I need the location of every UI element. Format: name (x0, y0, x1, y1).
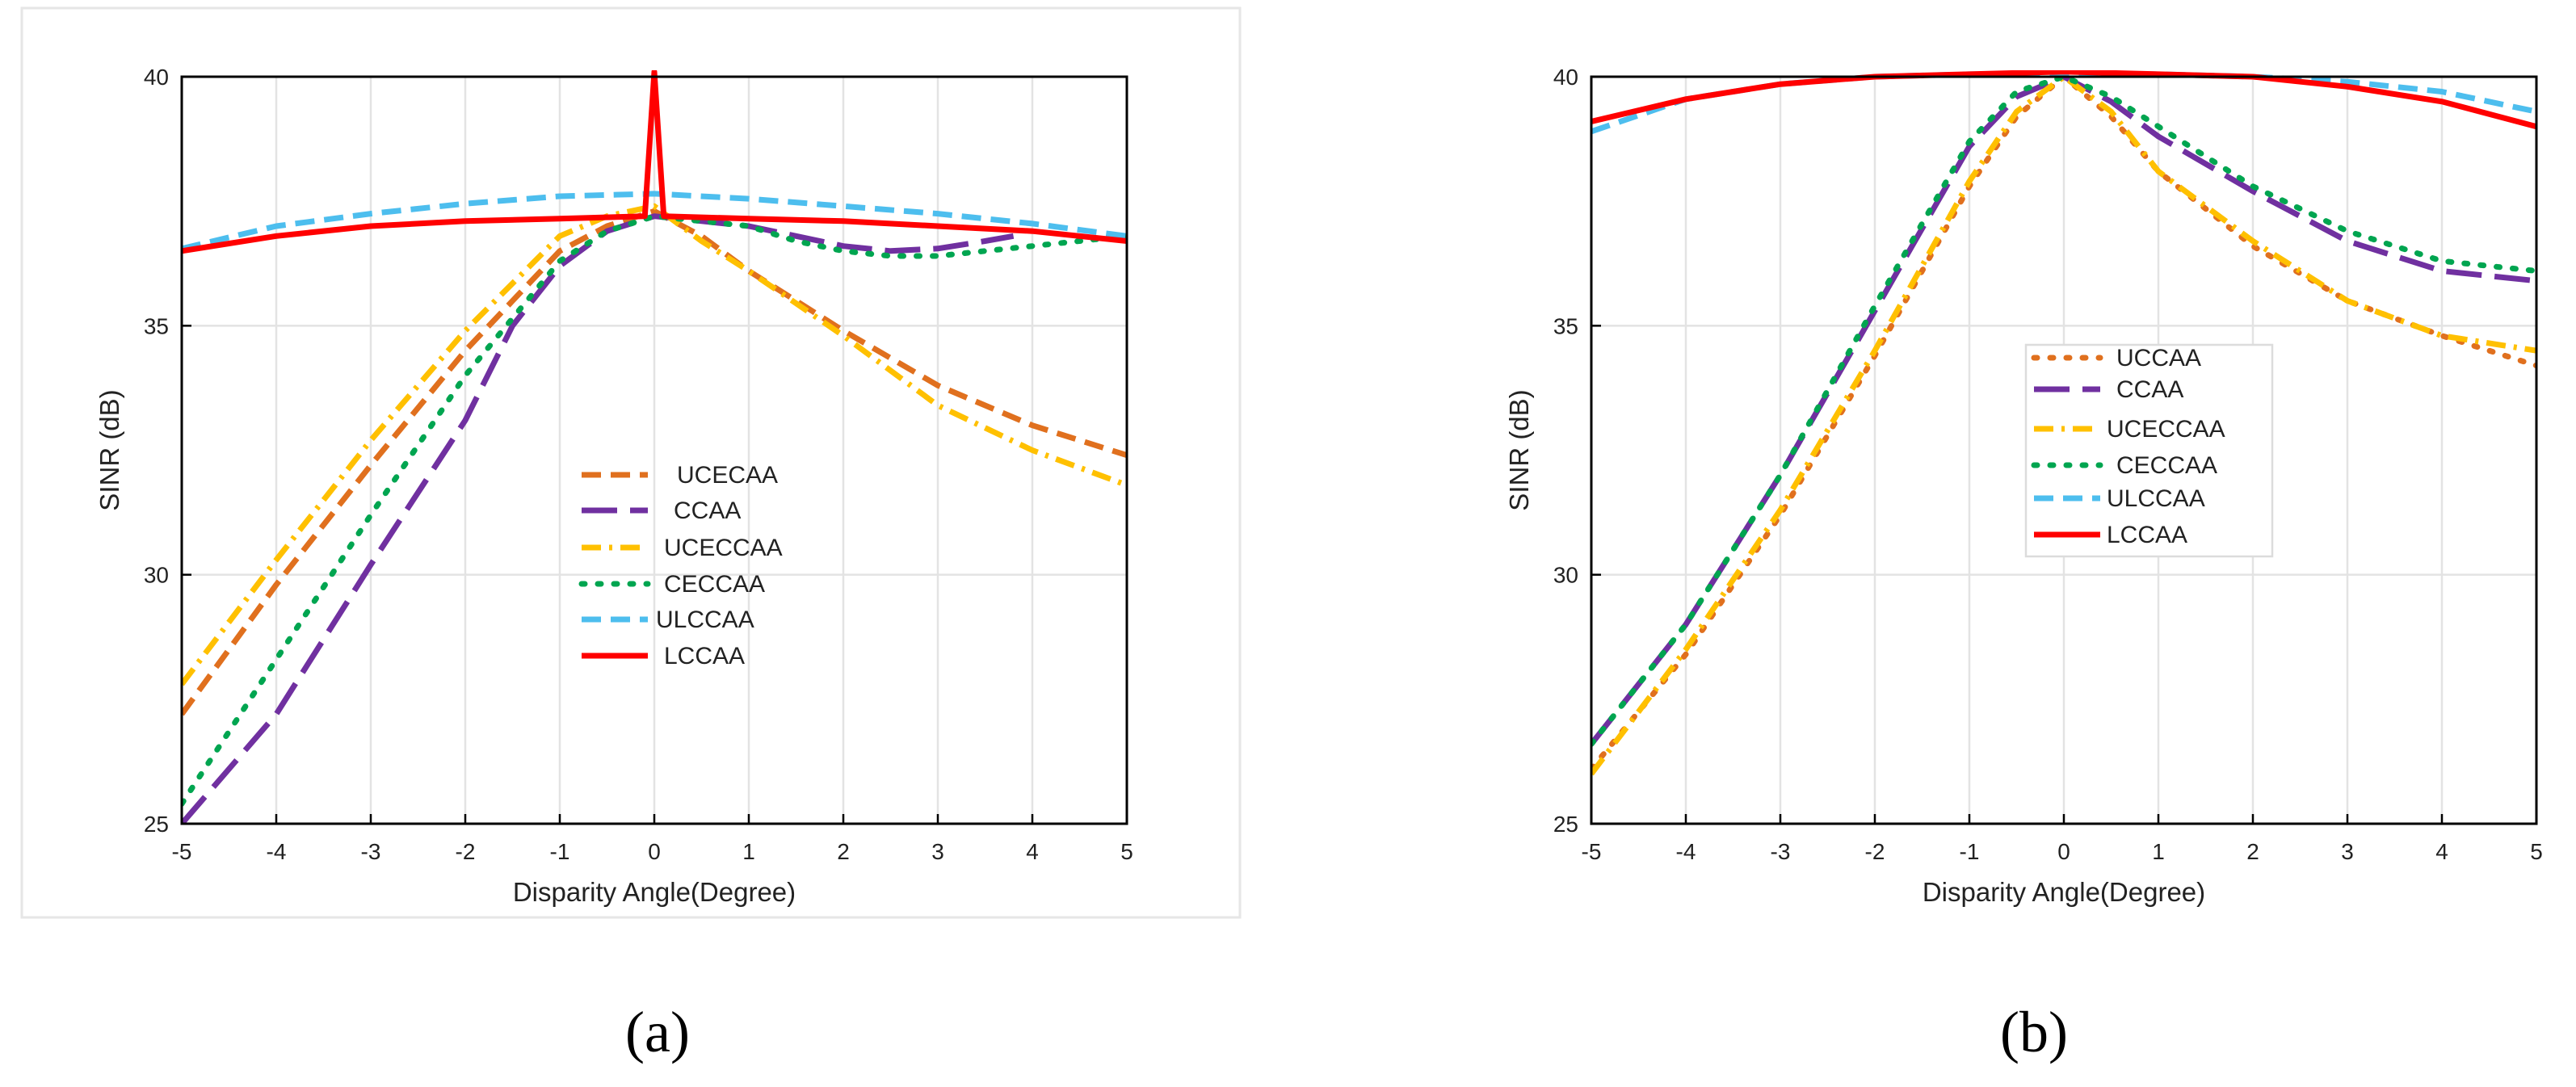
series-line-uceccaa (182, 203, 1127, 686)
legend-box (2024, 343, 2274, 558)
y-tick-label: 35 (144, 313, 169, 338)
legend-label-uceccaa: UCECCAA (2107, 416, 2225, 443)
y-axis-label: SINR (dB) (95, 389, 124, 510)
x-tick-label: 5 (1120, 839, 1133, 864)
x-tick-label: 5 (2530, 839, 2543, 864)
legend-label-ulccaa: ULCCAA (656, 606, 754, 633)
x-tick-label: -1 (1960, 839, 1980, 864)
x-tick-label: -4 (267, 839, 287, 864)
legend: UCECAA CCAA UCECCAA CECCAA ULCCAA LCCAA (578, 462, 783, 669)
chart-panel-b: -5 -4 -3 -2 -1 0 1 2 3 4 5 25 30 35 40 Disparity Angle(… (1504, 65, 2543, 907)
series-line-ceccaa (182, 213, 1127, 807)
legend-label-ccaa: CCAA (674, 497, 741, 524)
x-tick-label: 0 (648, 839, 661, 864)
x-tick-label: 2 (2246, 839, 2259, 864)
x-tick-label: 4 (2435, 839, 2448, 864)
x-tick-label: 1 (742, 839, 755, 864)
panel-label-b: (b) (2000, 1000, 2068, 1064)
y-tick-label: 35 (1553, 313, 1578, 338)
series-line-lccaa (182, 70, 1127, 254)
x-tick-label: 2 (837, 839, 850, 864)
x-tick-label: 0 (2057, 839, 2070, 864)
x-tick-label: 1 (2152, 839, 2165, 864)
x-tick-label: -3 (361, 839, 381, 864)
x-tick-label: -2 (456, 839, 476, 864)
y-tick-label: 40 (1553, 65, 1578, 90)
legend-label-ceccaa: CECCAA (664, 571, 765, 598)
x-tick-label: -1 (550, 839, 570, 864)
y-tick-label: 30 (144, 563, 169, 588)
legend-label-ceccaa: CECCAA (2116, 452, 2217, 479)
legend-label-uccaa: UCCAA (2116, 345, 2201, 371)
x-tick-label: 4 (1026, 839, 1039, 864)
x-tick-label: -2 (1865, 839, 1885, 864)
legend: UCCAA CCAA UCECCAA CECCAA ULCCAA LCCAA (2024, 343, 2274, 558)
x-tick-label: -5 (172, 839, 192, 864)
series-line-uceccaa (1591, 73, 2536, 776)
x-axis-label: Disparity Angle(Degree) (1923, 877, 2205, 907)
x-tick-label: -4 (1676, 839, 1696, 864)
series-group (182, 70, 1127, 824)
x-tick-label: -5 (1582, 839, 1602, 864)
chart-panel-a: -5 -4 -3 -2 -1 0 1 2 3 4 5 25 30 35 40 Disparity Angle(… (95, 65, 1133, 907)
y-tick-label: 30 (1553, 563, 1578, 588)
series-line-ulccaa (182, 191, 1127, 252)
y-tick-label: 25 (1553, 812, 1578, 837)
series-line-lccaa (1591, 70, 2536, 130)
series-line-ucecaa (182, 208, 1127, 716)
x-tick-label: -3 (1771, 839, 1791, 864)
x-tick-label: 3 (931, 839, 944, 864)
x-tick-label: 3 (2341, 839, 2354, 864)
x-axis-label: Disparity Angle(Degree) (513, 877, 796, 907)
legend-label-lccaa: LCCAA (664, 643, 745, 669)
y-axis-label: SINR (dB) (1504, 389, 1534, 510)
legend-label-uceccaa: UCECCAA (664, 535, 783, 561)
legend-label-lccaa: LCCAA (2107, 522, 2187, 548)
legend-label-ulccaa: ULCCAA (2107, 485, 2205, 512)
legend-label-ccaa: CCAA (2116, 376, 2183, 403)
y-tick-label: 25 (144, 812, 169, 837)
panel-label-a: (a) (625, 1000, 690, 1064)
panel-a-frame (20, 6, 1242, 919)
legend-label-ucecaa: UCECAA (677, 462, 778, 489)
y-tick-label: 40 (144, 65, 169, 90)
